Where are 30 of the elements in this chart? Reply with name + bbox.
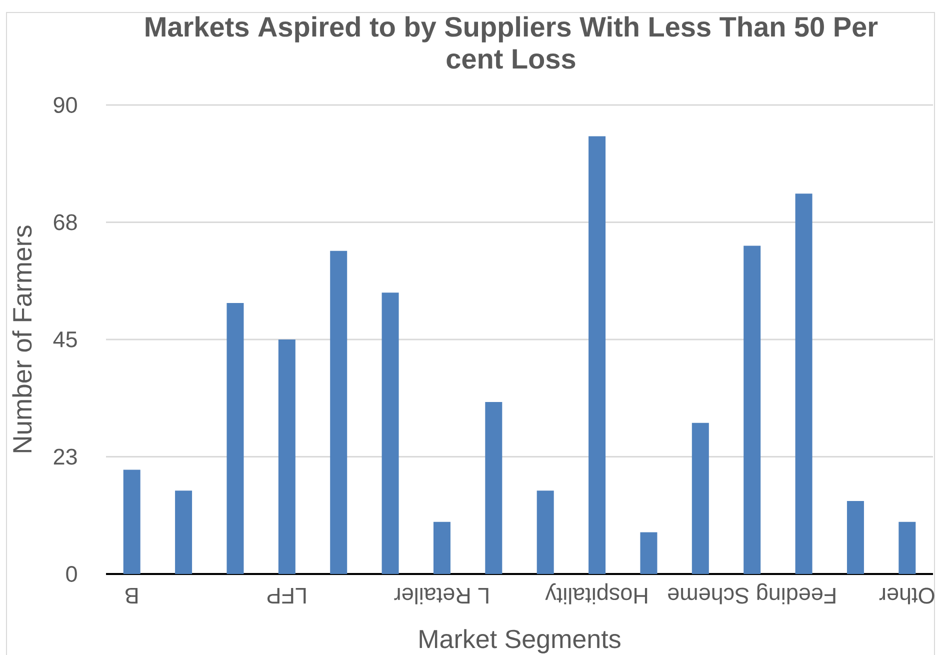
x-tick-label: L Retailer xyxy=(394,588,488,604)
y-tick-label: 45 xyxy=(53,332,77,348)
bar xyxy=(846,501,864,574)
x-tick-label: B xyxy=(126,588,138,604)
y-tick-label: 23 xyxy=(54,448,77,465)
bar xyxy=(640,532,658,574)
bar xyxy=(898,522,916,574)
y-axis-title: Number of Farmers xyxy=(12,226,32,452)
bar xyxy=(123,470,140,574)
bar xyxy=(433,522,450,574)
bar xyxy=(744,246,761,574)
bar xyxy=(692,422,709,574)
bar xyxy=(588,136,606,574)
x-tick-label: Feeding Scheme xyxy=(668,583,836,604)
bar xyxy=(226,303,244,574)
bar xyxy=(330,250,348,574)
y-tick-label: 68 xyxy=(54,214,77,230)
y-tick-label: 90 xyxy=(54,97,77,113)
bar xyxy=(485,402,502,574)
bar xyxy=(382,292,399,574)
bar xyxy=(175,490,192,574)
x-axis-title: Market Segments xyxy=(420,629,620,654)
x-tick-label: Hospitality xyxy=(545,583,648,604)
bar xyxy=(795,194,812,574)
chart-title: Markets Aspired to by Suppliers With Less Than 50 Per cent Loss xyxy=(146,16,878,69)
bar xyxy=(536,490,554,574)
x-tick-label: LFP xyxy=(267,588,306,604)
bar xyxy=(278,339,296,574)
y-tick-label: 0 xyxy=(66,566,77,582)
x-tick-label: Other xyxy=(879,588,934,604)
